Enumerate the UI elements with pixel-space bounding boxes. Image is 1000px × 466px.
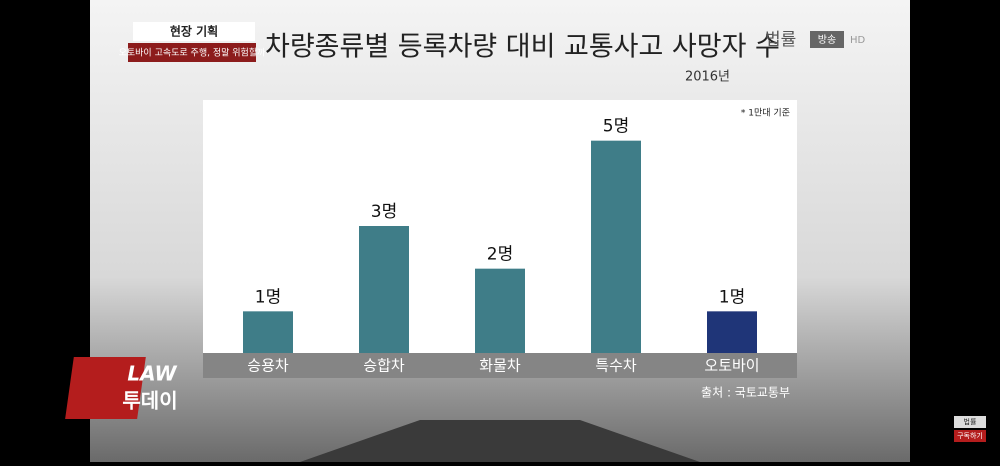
channel-hd: HD	[850, 35, 866, 46]
road	[300, 420, 700, 462]
x-tick-label: 화물차	[479, 357, 521, 375]
logo-box	[810, 31, 844, 48]
x-tick-label: 승용차	[247, 357, 289, 375]
subscribe[interactable]: 구독하기	[957, 431, 983, 440]
bar	[359, 226, 409, 354]
bar	[707, 311, 757, 354]
note: * 1만대 기준	[741, 108, 790, 119]
value-label: 2명	[487, 245, 513, 265]
channel-sub: 방송	[818, 34, 836, 46]
channel-logo: 법률	[765, 30, 796, 50]
segment-box	[133, 22, 255, 41]
subscribe-button[interactable]	[954, 430, 986, 442]
value-label: 3명	[371, 202, 397, 222]
bar	[243, 311, 293, 354]
bar	[475, 268, 525, 354]
plot: 1명 3명 2명 5명 1명	[243, 117, 757, 354]
show-top: LAW	[127, 362, 177, 386]
value-label: 5명	[603, 117, 629, 137]
show-logo	[65, 357, 146, 419]
sub-logo-box	[954, 416, 986, 428]
subtitle: 2016년	[685, 70, 730, 85]
categories: 승용차 승합차 화물차 특수차 오토바이	[247, 357, 759, 375]
category-band	[203, 353, 797, 378]
x-tick-label: 특수차	[595, 357, 637, 375]
segment: 현장 기획	[170, 24, 218, 39]
x-tick-label: 오토바이	[704, 357, 759, 375]
source: 출처 : 국토교통부	[701, 386, 790, 400]
headline-box	[128, 43, 256, 62]
value-label: 1명	[255, 287, 281, 307]
headline: 오토바이 고속도로 주행, 정말 위험할까	[119, 47, 267, 59]
show-bottom: 투데이	[122, 389, 177, 413]
bar	[591, 140, 641, 354]
x-tick-label: 승합차	[363, 357, 405, 375]
sub-logo: 법률	[964, 417, 977, 426]
chart-title: 차량종류별 등록차량 대비 교통사고 사망자 수	[265, 32, 780, 63]
value-label: 1명	[719, 287, 745, 307]
